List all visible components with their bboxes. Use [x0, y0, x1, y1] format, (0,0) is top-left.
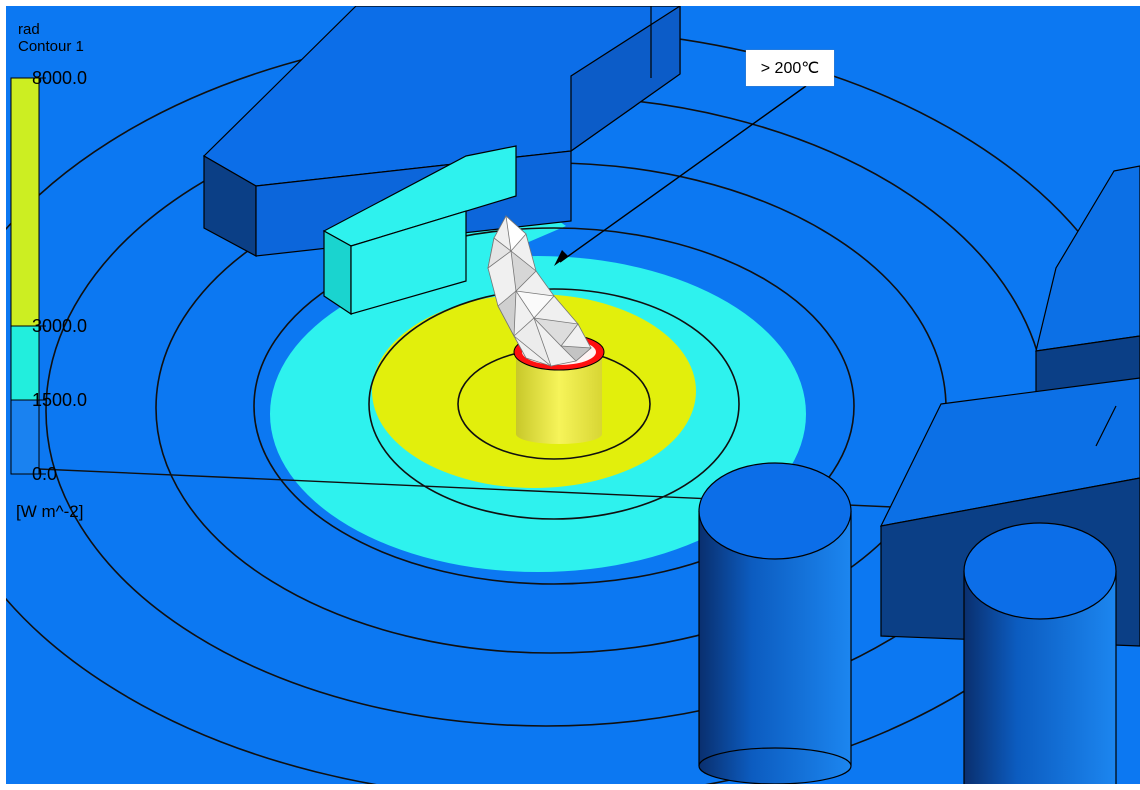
legend-band-low	[10, 399, 40, 475]
callout-label: > 200℃	[760, 60, 820, 77]
lit-wall	[322, 145, 517, 316]
legend-tick-label: 0.0	[32, 464, 58, 484]
storage-cylinder-right	[963, 522, 1117, 784]
legend-colorbar	[10, 77, 46, 475]
distance-ring	[368, 288, 740, 520]
temperature-callout: > 200℃	[746, 50, 834, 86]
callout-arrow	[554, 85, 807, 266]
legend-unit: [W m^-2]	[16, 502, 84, 521]
legend-tick-label: 3000.0	[32, 316, 88, 336]
storage-cylinder-left	[698, 462, 852, 784]
distance-ring	[253, 227, 855, 585]
legend-title: rad	[18, 21, 40, 38]
legend-subtitle: Contour 1	[18, 38, 84, 55]
simulation-viewport: rad Contour 1 8000.0 3000.0 1500.0 0.0 […	[6, 6, 1140, 784]
radiation-contour-scene	[6, 6, 1140, 784]
legend-band-mid	[10, 325, 40, 401]
legend-band-high	[10, 77, 40, 327]
flame-plume	[487, 214, 592, 368]
legend-tick-label: 8000.0	[32, 68, 88, 88]
legend-tick-label: 1500.0	[32, 390, 88, 410]
